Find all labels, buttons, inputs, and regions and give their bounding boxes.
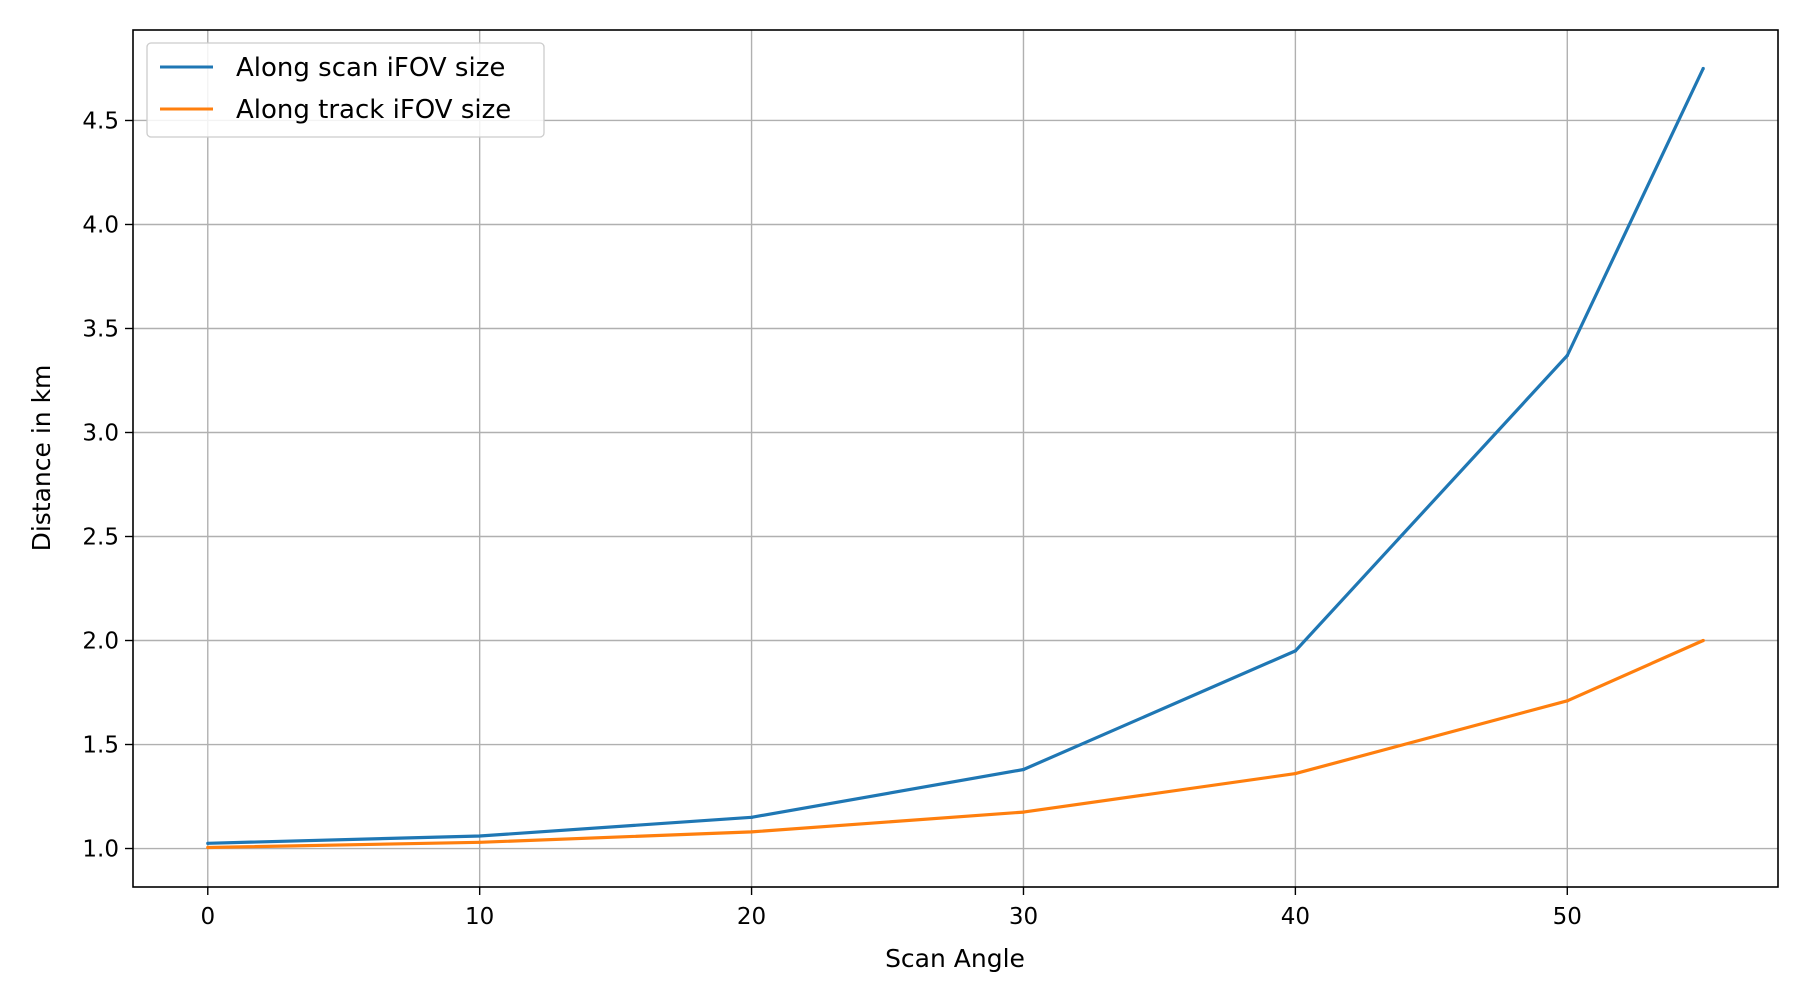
x-tick-label: 30 (1009, 904, 1038, 930)
data-point (1701, 66, 1705, 71)
axis-ticks: 0 10 20 30 40 50 1.0 1.5 2.0 2.5 3.0 3.5 4.0 4.5 (82, 108, 1581, 930)
y-tick-label: 1.5 (82, 733, 119, 759)
y-tick-label: 4.5 (82, 108, 119, 134)
data-point (478, 834, 482, 838)
data-point (478, 840, 482, 844)
data-point (1293, 772, 1297, 776)
data-point (1021, 810, 1026, 814)
legend-box (146, 42, 545, 138)
data-point (206, 841, 210, 845)
y-tick-label: 3.0 (82, 420, 119, 446)
y-tick-label: 1.0 (82, 837, 119, 863)
data-point (1565, 353, 1569, 358)
data-point (749, 815, 754, 819)
y-tick-label: 4.0 (82, 212, 119, 238)
x-tick-label: 50 (1553, 904, 1582, 930)
data-point (1565, 699, 1569, 703)
x-tick-label: 40 (1281, 904, 1310, 930)
x-tick-label: 0 (200, 904, 215, 930)
data-point (206, 845, 210, 850)
legend-label-along-track: Along track iFOV size (236, 95, 511, 125)
y-tick-label: 3.5 (82, 316, 119, 342)
x-tick-label: 20 (737, 904, 766, 930)
grid (133, 30, 1778, 887)
series-layer (206, 66, 1705, 850)
legend: Along scan iFOV size Along track iFOV si… (146, 42, 545, 138)
y-tick-label: 2.0 (82, 629, 119, 655)
plot-area (133, 30, 1778, 887)
x-axis-title: Scan Angle (885, 944, 1025, 973)
data-point (1701, 638, 1705, 643)
y-axis-title: Distance in km (27, 365, 56, 552)
data-point (1293, 649, 1297, 653)
data-point (1021, 767, 1026, 772)
data-point (749, 830, 754, 834)
legend-label-along-scan: Along scan iFOV size (236, 53, 505, 83)
x-tick-label: 10 (465, 904, 494, 930)
plot-frame (132, 29, 1779, 888)
y-tick-label: 2.5 (82, 525, 119, 551)
